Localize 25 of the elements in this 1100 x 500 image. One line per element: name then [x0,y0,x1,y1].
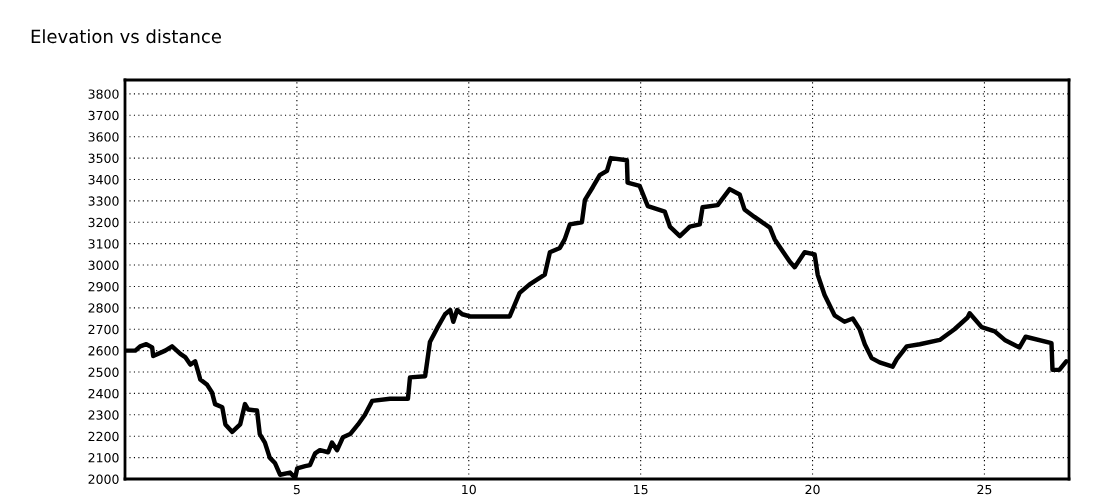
y-tick-label: 3100 [88,239,119,249]
y-tick-label: 3800 [88,89,119,99]
x-tick-label: 20 [805,484,820,495]
chart-title: Elevation vs distance [31,29,221,44]
x-tick-label: 10 [462,484,476,495]
y-tick-label: 2900 [88,281,119,292]
y-tick-label: 3600 [88,132,119,142]
y-tick-label: 3500 [88,153,119,164]
y-tick-label: 2000 [88,474,119,484]
y-tick-label: 3400 [88,174,119,185]
y-tick-label: 2300 [88,410,119,420]
y-tick-label: 3700 [88,110,119,121]
y-tick-label: 3300 [88,196,119,206]
x-tick-label: 25 [977,484,992,495]
y-tick-label: 2800 [88,303,119,313]
y-tick-label: 2400 [88,388,119,399]
y-tick-label: 3200 [88,217,119,228]
x-tick-label: 5 [293,484,300,495]
y-tick-label: 2200 [88,431,119,442]
y-tick-label: 3000 [88,260,119,270]
x-tick-label: 15 [634,484,648,495]
y-tick-label: 2600 [88,346,119,356]
y-tick-label: 2500 [88,367,119,377]
y-tick-label: 2700 [88,324,119,335]
y-tick-label: 2100 [88,453,119,463]
